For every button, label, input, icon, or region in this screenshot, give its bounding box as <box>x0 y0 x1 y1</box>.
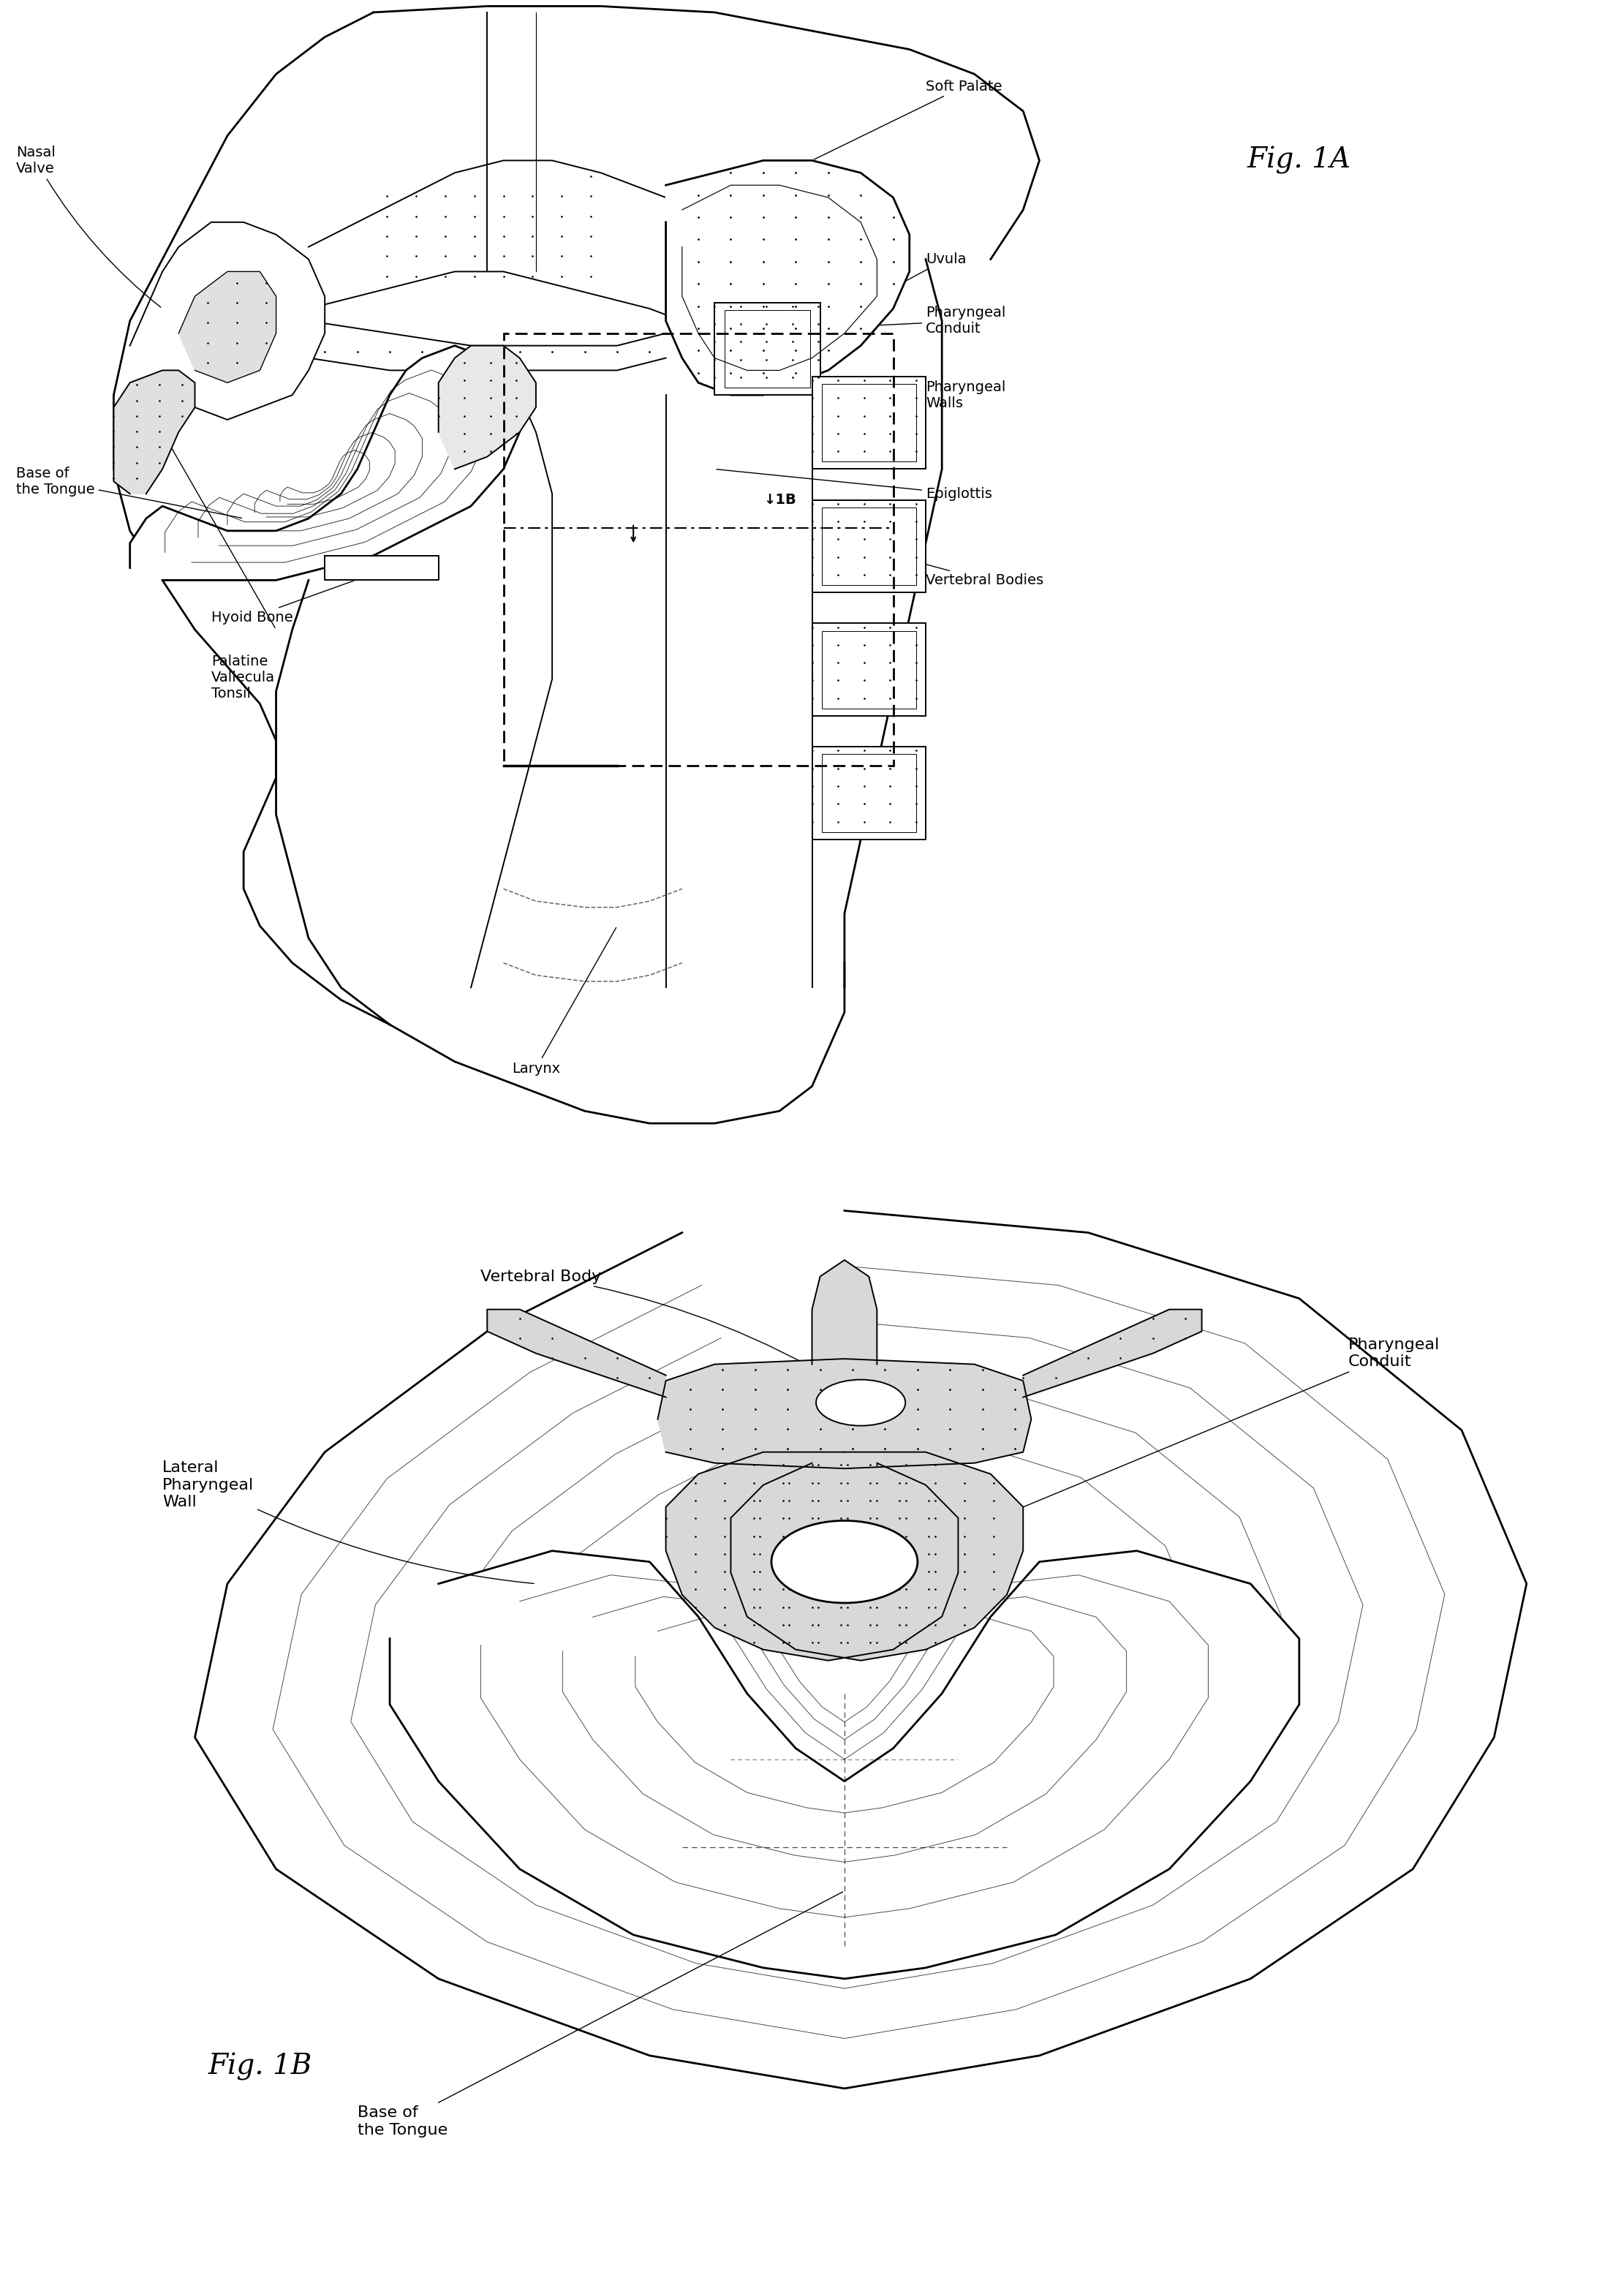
Polygon shape <box>390 1550 1299 1980</box>
Ellipse shape <box>815 1381 906 1426</box>
Bar <box>812 748 926 839</box>
Text: ↓1B: ↓1B <box>763 494 796 507</box>
Polygon shape <box>114 370 195 494</box>
Text: Nasal
Valve: Nasal Valve <box>16 146 161 306</box>
Bar <box>822 631 916 709</box>
Polygon shape <box>179 272 276 382</box>
Text: Base of
the Tongue: Base of the Tongue <box>357 1893 843 2137</box>
Text: Fig. 1B: Fig. 1B <box>208 2053 312 2080</box>
Text: Larynx: Larynx <box>512 928 615 1074</box>
Text: Vertebral Body: Vertebral Body <box>481 1269 843 1385</box>
Bar <box>812 501 926 592</box>
Bar <box>503 334 893 766</box>
Polygon shape <box>195 1212 1527 2089</box>
Bar <box>822 754 916 832</box>
Polygon shape <box>130 345 520 581</box>
Text: Soft Palate: Soft Palate <box>814 80 1002 160</box>
Polygon shape <box>658 1358 1031 1468</box>
Text: Pharyngeal
Conduit: Pharyngeal Conduit <box>716 306 1005 336</box>
Text: Base of
the Tongue: Base of the Tongue <box>16 466 242 519</box>
Bar <box>724 311 810 389</box>
Bar <box>822 384 916 462</box>
Bar <box>715 302 820 395</box>
Polygon shape <box>731 1452 1023 1660</box>
Bar <box>812 377 926 469</box>
Polygon shape <box>666 160 909 395</box>
Polygon shape <box>325 555 438 581</box>
Text: Vertebral Bodies: Vertebral Bodies <box>895 555 1044 588</box>
Polygon shape <box>812 1260 877 1365</box>
Text: Pharyngeal
Conduit: Pharyngeal Conduit <box>919 1337 1439 1550</box>
Polygon shape <box>666 1452 958 1660</box>
Text: Epiglottis: Epiglottis <box>716 469 992 501</box>
Text: Pharyngeal
Walls: Pharyngeal Walls <box>846 379 1005 418</box>
Ellipse shape <box>771 1520 918 1602</box>
Bar <box>822 507 916 585</box>
Polygon shape <box>130 222 325 421</box>
Text: Lateral
Pharyngeal
Wall: Lateral Pharyngeal Wall <box>162 1461 534 1584</box>
Text: Fig. 1A: Fig. 1A <box>1247 146 1351 174</box>
Polygon shape <box>438 345 536 469</box>
Polygon shape <box>1023 1310 1202 1397</box>
Text: Palatine
Vallecula
Tonsil: Palatine Vallecula Tonsil <box>211 654 274 700</box>
Polygon shape <box>487 1310 666 1397</box>
Bar <box>812 624 926 716</box>
Text: Uvula: Uvula <box>765 251 966 357</box>
Text: Hyoid Bone: Hyoid Bone <box>211 569 388 624</box>
